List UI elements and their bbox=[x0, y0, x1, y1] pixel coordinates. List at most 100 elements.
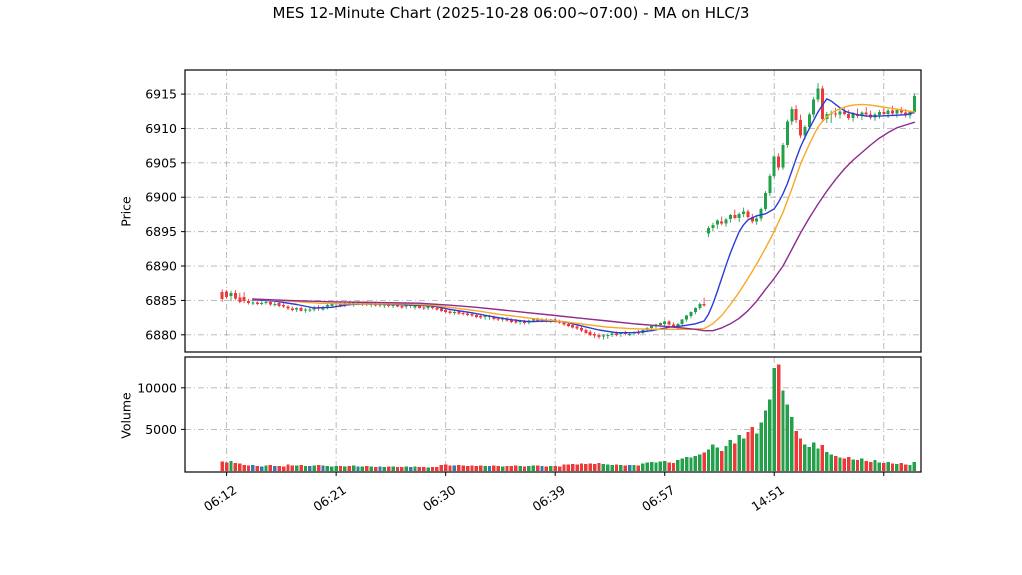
candle-body bbox=[466, 313, 470, 315]
candle-body bbox=[580, 327, 583, 331]
candle-body bbox=[452, 312, 456, 314]
candle-body bbox=[268, 301, 272, 305]
volume-bar bbox=[649, 461, 654, 471]
candle-body bbox=[479, 316, 483, 318]
candle-body bbox=[610, 333, 614, 335]
volume-bar bbox=[527, 465, 531, 471]
volume-bar bbox=[536, 465, 540, 471]
candle-body bbox=[431, 306, 434, 308]
volume-bar bbox=[343, 466, 347, 471]
volume-bar bbox=[798, 438, 803, 471]
volume-bar bbox=[220, 461, 224, 471]
volume-bar bbox=[408, 467, 413, 471]
candle-body bbox=[387, 304, 391, 306]
candle-body bbox=[715, 220, 719, 225]
volume-bar bbox=[277, 466, 281, 471]
candle-body bbox=[790, 109, 794, 122]
volume-bar bbox=[461, 465, 465, 471]
price-tick-label: 6895 bbox=[145, 224, 177, 239]
volume-bar bbox=[387, 466, 391, 471]
volume-bar bbox=[281, 466, 286, 471]
volume-bar bbox=[395, 466, 400, 471]
volume-bar bbox=[448, 465, 452, 471]
volume-bar bbox=[601, 464, 606, 471]
volume-bar bbox=[496, 466, 500, 471]
candle-body bbox=[680, 319, 684, 324]
candle-body bbox=[724, 219, 728, 224]
volume-bar bbox=[816, 448, 820, 471]
volume-bar bbox=[833, 456, 838, 471]
candle-body bbox=[571, 325, 575, 328]
candle-body bbox=[325, 305, 329, 307]
volume-bar bbox=[855, 460, 860, 471]
candle-body bbox=[255, 302, 259, 304]
volume-bar bbox=[378, 466, 382, 471]
candle-body bbox=[755, 218, 759, 222]
volume-tick-label: 5000 bbox=[145, 422, 177, 437]
volume-bar bbox=[316, 465, 321, 471]
candle-body bbox=[264, 301, 268, 303]
volume-bar bbox=[715, 447, 719, 471]
candle-body bbox=[282, 305, 286, 307]
volume-bar bbox=[369, 466, 373, 471]
candle-body bbox=[461, 312, 465, 315]
volume-bar bbox=[584, 464, 588, 471]
volume-bar bbox=[251, 465, 255, 471]
volume-bar bbox=[549, 465, 553, 471]
volume-bar bbox=[733, 443, 737, 471]
volume-bar bbox=[597, 463, 601, 471]
volume-bar bbox=[812, 442, 816, 471]
volume-bar bbox=[654, 462, 658, 471]
volume-panel-border bbox=[184, 356, 922, 473]
candle-body bbox=[759, 208, 763, 219]
candle-body bbox=[474, 314, 478, 317]
candle-body bbox=[247, 301, 250, 304]
candle-body bbox=[277, 303, 281, 306]
volume-bar bbox=[457, 465, 461, 471]
price-tick-label: 6890 bbox=[145, 259, 177, 274]
candle-body bbox=[483, 316, 487, 318]
volume-bar bbox=[290, 465, 294, 471]
volume-bar bbox=[882, 463, 886, 471]
volume-bar bbox=[439, 465, 443, 471]
volume-bar bbox=[904, 464, 908, 471]
candle-body bbox=[492, 317, 496, 319]
volume-bar bbox=[264, 465, 268, 471]
candle-body bbox=[750, 217, 754, 222]
volume-bar bbox=[768, 399, 772, 471]
volume-bar bbox=[908, 465, 912, 471]
volume-bar bbox=[912, 461, 917, 471]
candle-body bbox=[772, 156, 776, 176]
volume-bar bbox=[242, 465, 246, 471]
candle-body bbox=[601, 335, 605, 337]
volume-bar bbox=[658, 461, 662, 471]
candle-body bbox=[860, 112, 864, 116]
candle-body bbox=[685, 315, 689, 320]
volume-bar bbox=[820, 445, 825, 471]
volume-bar bbox=[540, 466, 544, 471]
volume-bar bbox=[772, 367, 776, 471]
candle-body bbox=[531, 319, 535, 321]
volume-bar bbox=[628, 464, 632, 471]
candle-body bbox=[290, 308, 294, 311]
volume-bar bbox=[663, 461, 667, 471]
volume-bar bbox=[693, 456, 698, 471]
candle-body bbox=[584, 330, 588, 333]
ma-blue bbox=[252, 98, 916, 334]
candle-body bbox=[663, 321, 667, 324]
candle-body bbox=[886, 110, 890, 114]
candle-body bbox=[768, 175, 772, 194]
candle-body bbox=[728, 215, 732, 220]
volume-bar bbox=[544, 466, 549, 471]
candle-body bbox=[308, 309, 312, 311]
candle-body bbox=[672, 324, 675, 327]
volume-bar bbox=[641, 463, 645, 471]
candle-body bbox=[803, 127, 807, 136]
volume-bar bbox=[500, 466, 505, 471]
candle-body bbox=[588, 332, 592, 335]
candle-body bbox=[693, 308, 697, 313]
candle-body bbox=[457, 311, 461, 314]
volume-bar bbox=[465, 465, 470, 471]
time-tick-label: 06:30 bbox=[420, 482, 458, 514]
